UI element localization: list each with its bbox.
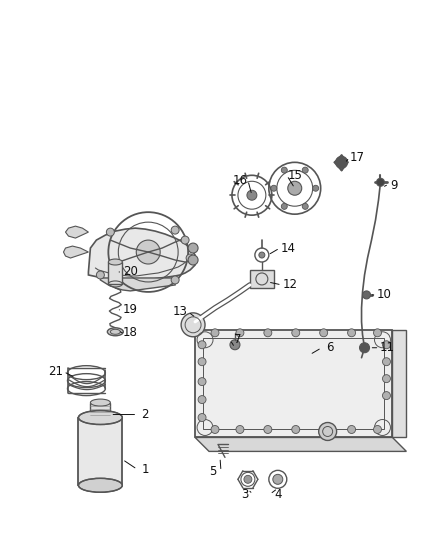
Circle shape <box>281 167 287 173</box>
Circle shape <box>288 181 302 195</box>
Polygon shape <box>195 330 392 438</box>
Circle shape <box>281 204 287 209</box>
Circle shape <box>348 425 356 433</box>
Circle shape <box>171 226 179 234</box>
Circle shape <box>181 236 189 244</box>
Text: 4: 4 <box>274 488 282 501</box>
Text: 20: 20 <box>123 265 138 278</box>
Circle shape <box>320 425 328 433</box>
Text: 21: 21 <box>48 365 63 378</box>
Polygon shape <box>64 246 88 258</box>
Circle shape <box>181 313 205 337</box>
Circle shape <box>348 329 356 337</box>
Circle shape <box>264 425 272 433</box>
Circle shape <box>302 167 308 173</box>
Text: 19: 19 <box>123 303 138 317</box>
Text: 12: 12 <box>282 278 297 292</box>
Circle shape <box>382 341 390 349</box>
Ellipse shape <box>78 410 122 424</box>
Circle shape <box>230 340 240 350</box>
Circle shape <box>211 425 219 433</box>
Circle shape <box>198 414 206 422</box>
Text: 7: 7 <box>234 333 242 346</box>
Circle shape <box>336 156 348 168</box>
Bar <box>78 417 122 486</box>
Text: 14: 14 <box>280 241 295 255</box>
Polygon shape <box>195 438 406 451</box>
Circle shape <box>198 358 206 366</box>
Circle shape <box>320 329 328 337</box>
Ellipse shape <box>107 328 124 336</box>
Text: 6: 6 <box>326 341 333 354</box>
Circle shape <box>292 329 300 337</box>
Text: 15: 15 <box>287 169 302 182</box>
Text: 18: 18 <box>123 326 138 340</box>
Text: 11: 11 <box>380 341 395 354</box>
Polygon shape <box>100 272 175 291</box>
Circle shape <box>273 474 283 484</box>
Text: 1: 1 <box>141 463 149 476</box>
Circle shape <box>319 423 337 440</box>
Text: 9: 9 <box>391 179 398 192</box>
Circle shape <box>382 375 390 383</box>
Circle shape <box>106 228 114 236</box>
Circle shape <box>302 204 308 209</box>
Ellipse shape <box>78 478 122 492</box>
Text: 16: 16 <box>233 174 247 187</box>
Circle shape <box>259 252 265 258</box>
Circle shape <box>96 271 104 279</box>
Text: 5: 5 <box>209 465 217 478</box>
Polygon shape <box>392 330 406 438</box>
Circle shape <box>188 243 198 253</box>
Ellipse shape <box>90 399 110 406</box>
Circle shape <box>198 341 206 349</box>
Circle shape <box>382 358 390 366</box>
Circle shape <box>292 425 300 433</box>
Bar <box>250 270 274 288</box>
Text: 13: 13 <box>173 305 187 318</box>
Ellipse shape <box>108 259 122 265</box>
Circle shape <box>171 276 179 284</box>
Text: 2: 2 <box>141 408 149 421</box>
Circle shape <box>360 343 370 353</box>
Circle shape <box>186 254 194 262</box>
Circle shape <box>244 475 252 483</box>
Circle shape <box>374 425 381 433</box>
Polygon shape <box>66 226 88 238</box>
Text: 3: 3 <box>241 488 249 501</box>
Text: 17: 17 <box>350 151 365 164</box>
Circle shape <box>236 425 244 433</box>
Circle shape <box>211 329 219 337</box>
Circle shape <box>377 178 385 186</box>
Circle shape <box>363 291 371 299</box>
Circle shape <box>264 329 272 337</box>
Polygon shape <box>88 228 195 282</box>
Circle shape <box>247 190 257 200</box>
Bar <box>90 402 110 418</box>
Circle shape <box>236 329 244 337</box>
Text: 10: 10 <box>377 288 392 301</box>
Circle shape <box>271 185 277 191</box>
Circle shape <box>374 329 381 337</box>
Circle shape <box>188 255 198 265</box>
Circle shape <box>198 395 206 403</box>
Circle shape <box>313 185 319 191</box>
Circle shape <box>136 240 160 264</box>
Bar <box>108 262 122 284</box>
Circle shape <box>382 392 390 400</box>
Circle shape <box>198 378 206 385</box>
